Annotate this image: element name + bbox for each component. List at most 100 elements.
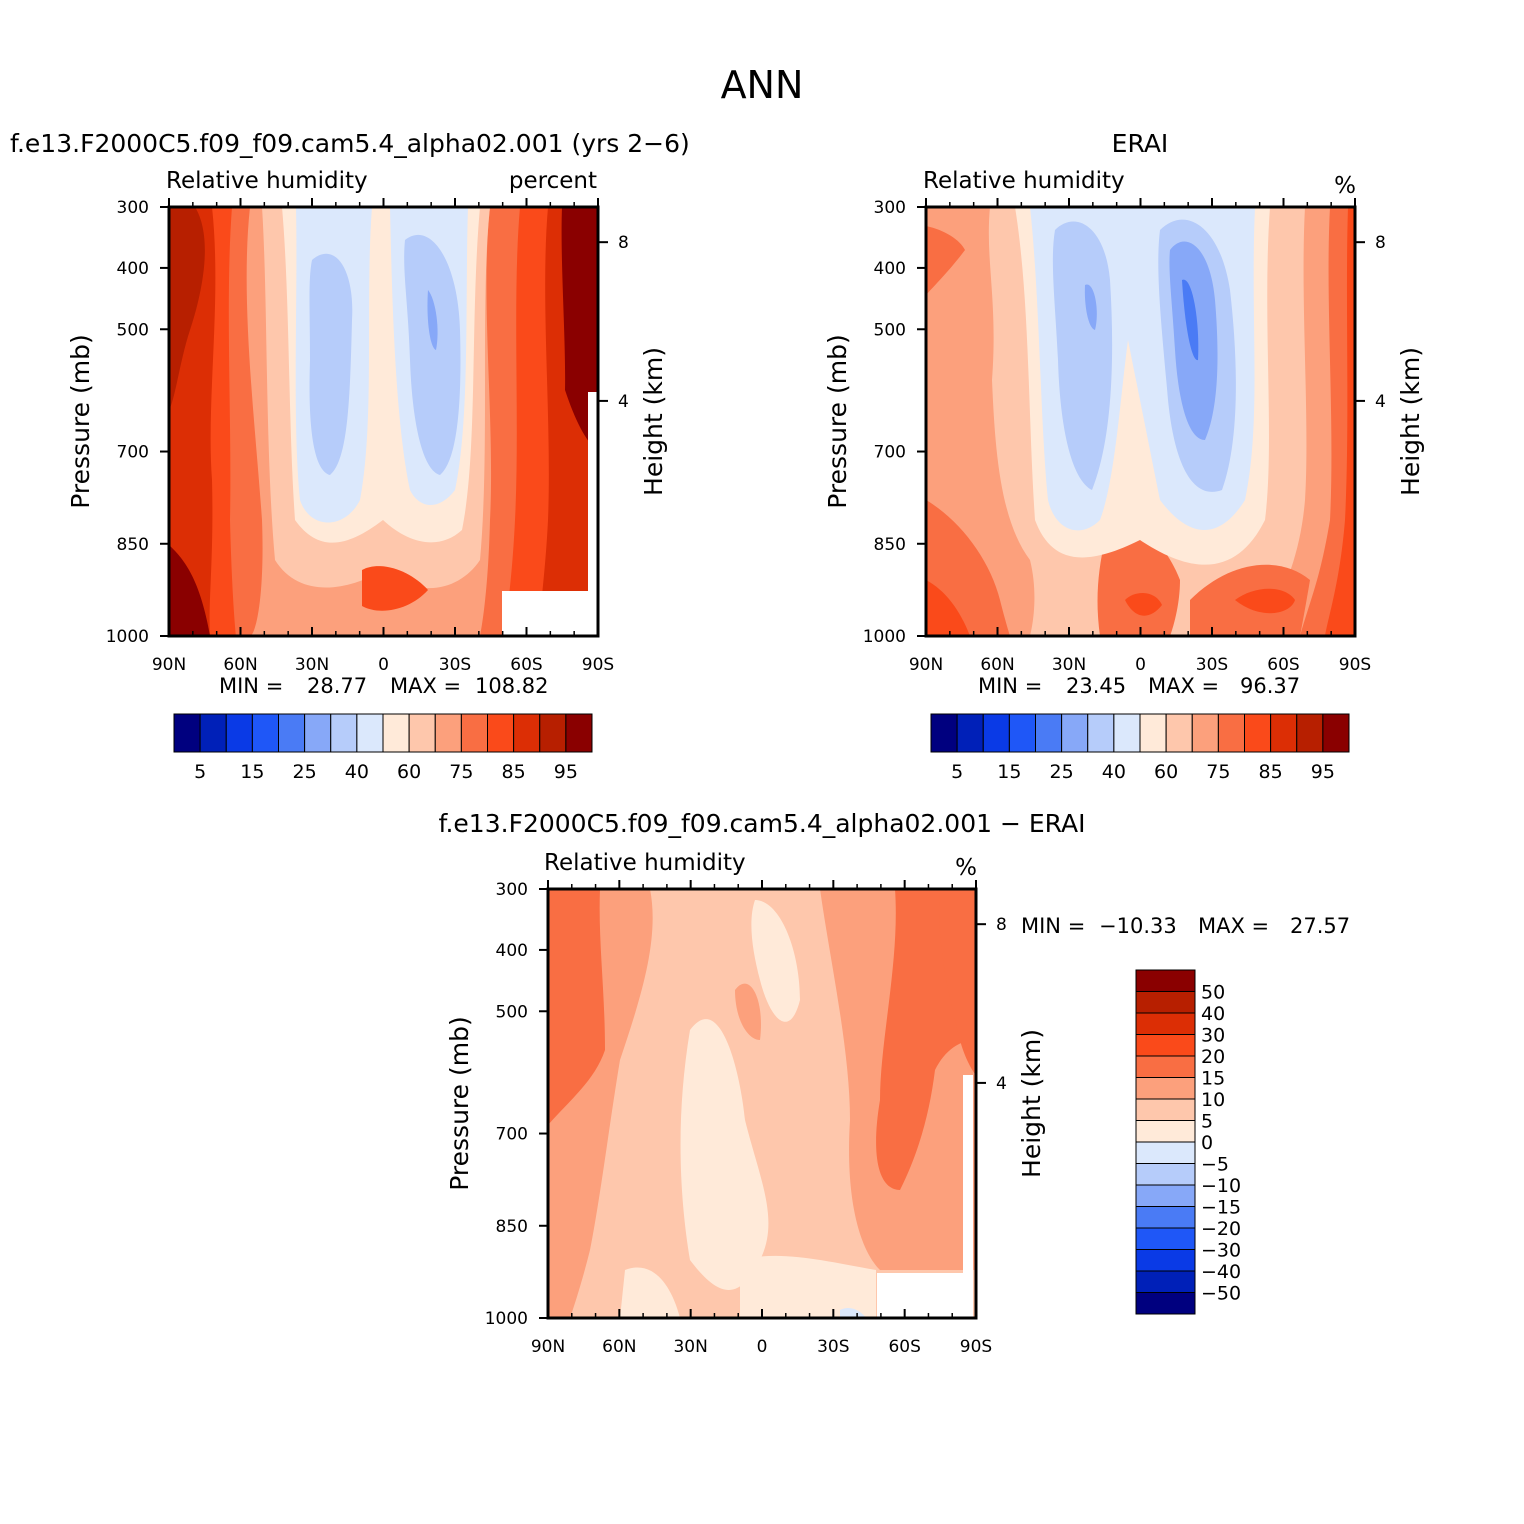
- panel-diff-variable: Relative humidity: [544, 850, 746, 876]
- panel-diff-height-tick-label: 8: [996, 915, 1007, 935]
- panel-diff-colorbar-label: 20: [1201, 1046, 1225, 1068]
- panel-diff-height-tick-label: 4: [996, 1074, 1007, 1094]
- panel-obs-x-tick-label: 60S: [1267, 655, 1299, 675]
- panel-model-plot-area: [167, 205, 600, 638]
- panel-model-colorbar-label: 40: [345, 761, 369, 783]
- panel-obs-max-label: MAX =: [1148, 674, 1219, 698]
- panel-diff-colorbar-box: [1135, 1098, 1196, 1121]
- panel-obs-colorbar-label: 15: [997, 761, 1021, 783]
- panel-diff-colorbar-box: [1135, 1292, 1196, 1315]
- panel-model-minmax: MIN = 28.77 MAX = 108.82: [219, 674, 548, 698]
- panel-obs-x-tick-label: 90S: [1339, 655, 1371, 675]
- panel-diff-y-tick-label: 1000: [485, 1309, 528, 1329]
- panel-obs-colorbar-box: [1008, 713, 1036, 753]
- panel-obs-case-title: ERAI: [1112, 129, 1169, 158]
- panel-obs-min-label: MIN =: [978, 674, 1042, 698]
- panel-obs-colorbar-box: [1087, 713, 1115, 753]
- panel-diff-colorbar-label: −40: [1201, 1261, 1241, 1283]
- panel-diff-colorbar-label: −20: [1201, 1218, 1241, 1240]
- panel-model-axes: 90N 60N 30N 0 30S 60S 90S 300 400 500 700 850 1000 8 4…: [66, 198, 668, 675]
- panel-obs-ylabel: Pressure (mb): [823, 334, 852, 508]
- panel-model-contour-top-nh: [169, 207, 205, 410]
- panel-diff-colorbar-label: −5: [1201, 1154, 1229, 1176]
- panel-diff-colorbar-label: 50: [1201, 982, 1225, 1004]
- panel-diff-colorbar-label: 15: [1201, 1068, 1225, 1090]
- panel-obs-x-tick-label: 0: [1135, 655, 1146, 675]
- panel-diff-y-tick-label: 500: [496, 1002, 528, 1022]
- panel-obs-max-value: 96.37: [1240, 674, 1300, 698]
- panel-obs-colorbar-box: [1296, 713, 1324, 753]
- panel-obs-y-tick-label: 500: [874, 320, 906, 340]
- panel-model-x-tick-label: 30S: [439, 655, 471, 675]
- panel-model-y-tick-label: 1000: [106, 627, 149, 647]
- panel-diff-units: %: [955, 855, 977, 881]
- panel-diff-contour-sh3: [939, 889, 976, 1075]
- panel-model-y-tick-label: 300: [117, 198, 149, 218]
- panel-diff-contour-eq-low: [680, 1019, 769, 1290]
- panel-diff-contour-eq-upper: [751, 900, 800, 1022]
- panel-obs-axes: 90N 60N 30N 0 30S 60S 90S 300 400 500 700 850 1000 8 4…: [823, 198, 1425, 675]
- panel-diff-missing-strip: [963, 1075, 973, 1318]
- panel-diff-colorbar-box: [1135, 1163, 1196, 1186]
- panel-obs-y-tick-label: 1000: [863, 627, 906, 647]
- panel-obs-colorbar-label: 95: [1311, 761, 1335, 783]
- panel-diff-colorbar-label: 10: [1201, 1089, 1225, 1111]
- panel-obs-contour-sfc-nh2: [926, 580, 970, 636]
- panel-model-contour-driest-sh: [427, 290, 438, 350]
- panel-diff-max-value: 27.57: [1290, 914, 1350, 938]
- panel-diff-x-tick-label: 90S: [960, 1337, 992, 1357]
- panel-model-contour-eq-sfc: [362, 566, 428, 611]
- panel-model-colorbar-box: [434, 713, 462, 753]
- panel-obs-height-tick-label: 4: [1375, 392, 1386, 412]
- panel-model-colorbar: 5 15 25 40 60 75 85 95: [173, 713, 593, 783]
- panel-diff-x-tick-label: 30S: [817, 1337, 849, 1357]
- panel-obs-contour-driest-nh: [1084, 284, 1097, 330]
- panel-diff-colorbar-label: 5: [1201, 1111, 1213, 1133]
- panel-obs-colorbar-box: [1139, 713, 1167, 753]
- panel-model-y-tick-label: 500: [117, 320, 149, 340]
- panel-model-min-label: MIN =: [219, 674, 283, 698]
- panel-obs: ERAI Relative humidity % 90N 60N 30N 0 30S: [823, 129, 1425, 783]
- panel-model-colorbar-box: [199, 713, 227, 753]
- panel-diff-x-tick-label: 90N: [531, 1337, 565, 1357]
- panel-obs-colorbar-box: [1191, 713, 1219, 753]
- panel-diff: f.e13.F2000C5.f09_f09.cam5.4_alpha02.001…: [439, 809, 1351, 1357]
- panel-model-x-tick-label: 90S: [582, 655, 614, 675]
- panel-model-missing-area: [502, 591, 595, 636]
- panel-model-colorbar-label: 75: [449, 761, 473, 783]
- panel-obs-colorbar-label: 5: [951, 761, 963, 783]
- panel-diff-missing-area: [877, 1273, 972, 1318]
- panel-obs-contour-eq-sfc: [1097, 530, 1180, 636]
- panel-model-colorbar-box: [225, 713, 253, 753]
- panel-obs-colorbar-label: 40: [1102, 761, 1126, 783]
- panel-obs-colorbar-box: [982, 713, 1010, 753]
- panel-obs-colorbar-box: [1113, 713, 1141, 753]
- panel-diff-colorbar-box: [1135, 1249, 1196, 1272]
- panel-diff-colorbar-box: [1135, 1184, 1196, 1207]
- panel-model: f.e13.F2000C5.f09_f09.cam5.4_alpha02.001…: [10, 129, 690, 783]
- panel-model-colorbar-box: [251, 713, 279, 753]
- panel-obs-contour-moister-sh: [1300, 207, 1355, 636]
- panel-diff-colorbar-label: −15: [1201, 1197, 1241, 1219]
- panel-diff-x-tick-label: 60S: [888, 1337, 920, 1357]
- panel-diff-colorbar-label: 40: [1201, 1003, 1225, 1025]
- panel-model-colorbar-label: 15: [240, 761, 264, 783]
- panel-model-colorbar-box: [356, 713, 384, 753]
- panel-obs-contour-driest-sh2: [1182, 279, 1199, 361]
- panel-diff-contour-neg: [840, 1307, 866, 1318]
- panel-diff-minmax: MIN = −10.33 MAX = 27.57: [1021, 914, 1350, 938]
- panel-model-contour-drier-nh: [309, 253, 353, 475]
- panel-obs-y-tick-label: 700: [874, 443, 906, 463]
- panel-model-height-tick-label: 8: [618, 233, 629, 253]
- panel-diff-contour-sfc-low: [740, 1255, 876, 1318]
- panel-obs-colorbar-label: 60: [1154, 761, 1178, 783]
- panel-obs-colorbar-box: [956, 713, 984, 753]
- panel-model-y-tick-label: 850: [117, 535, 149, 555]
- figure-title: ANN: [721, 63, 804, 107]
- panel-model-colorbar-box: [173, 713, 201, 753]
- panel-model-colorbar-box: [565, 713, 593, 753]
- panel-diff-colorbar-label: −10: [1201, 1175, 1241, 1197]
- panel-obs-height-tick-label: 8: [1375, 233, 1386, 253]
- panel-diff-axes: 90N 60N 30N 0 30S 60S 90S 300 400 500 700 850 1000 8 4…: [445, 880, 1046, 1357]
